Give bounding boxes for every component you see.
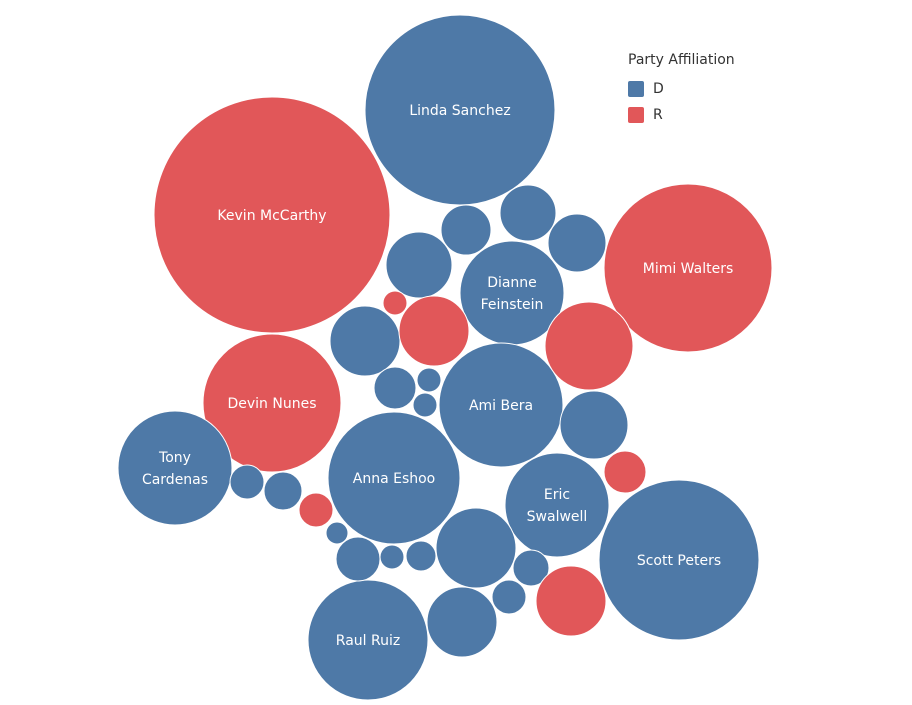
bubble-label-devin-nunes: Devin Nunes (227, 396, 316, 412)
legend-swatch-r (628, 107, 644, 123)
bubble-unlabeled-17[interactable] (398, 295, 470, 367)
bubble-unlabeled-14[interactable] (385, 231, 453, 299)
bubble-unlabeled-26[interactable] (298, 492, 334, 528)
bubble-label-ami-bera: Ami Bera (469, 398, 533, 414)
bubble-label-kevin-mccarthy: Kevin McCarthy (217, 208, 326, 224)
bubble-unlabeled-11[interactable] (440, 204, 492, 256)
legend-title: Party Affiliation (628, 52, 735, 68)
bubble-unlabeled-33[interactable] (491, 579, 527, 615)
bubble-unlabeled-34[interactable] (426, 586, 498, 658)
bubble-tony-cardenas[interactable] (117, 410, 233, 526)
bubble-unlabeled-16[interactable] (329, 305, 401, 377)
bubble-eric-swalwell[interactable] (504, 452, 610, 558)
bubble-unlabeled-35[interactable] (535, 565, 607, 637)
bubble-label-anna-eshoo: Anna Eshoo (353, 471, 436, 487)
bubble-unlabeled-30[interactable] (405, 540, 437, 572)
bubble-scott-peters[interactable] (598, 479, 760, 641)
bubble-unlabeled-13[interactable] (547, 213, 607, 273)
bubble-label-eric-swalwell: Eric Swalwell (527, 487, 588, 525)
legend-label-r: R (653, 107, 663, 123)
bubble-unlabeled-29[interactable] (379, 544, 405, 570)
bubble-unlabeled-28[interactable] (335, 536, 381, 582)
bubble-unlabeled-27[interactable] (325, 521, 349, 545)
bubble-unlabeled-23[interactable] (603, 450, 647, 494)
bubble-unlabeled-15[interactable] (382, 290, 408, 316)
bubble-label-linda-sanchez: Linda Sanchez (409, 103, 510, 119)
bubble-unlabeled-19[interactable] (373, 366, 417, 410)
bubble-raul-ruiz[interactable] (307, 579, 429, 701)
bubble-devin-nunes[interactable] (202, 333, 342, 473)
bubble-unlabeled-25[interactable] (263, 471, 303, 511)
legend-item-d[interactable]: D (628, 76, 735, 102)
legend-item-r[interactable]: R (628, 102, 735, 128)
bubble-unlabeled-18[interactable] (544, 301, 634, 391)
bubble-kevin-mccarthy[interactable] (153, 96, 391, 334)
bubble-mimi-walters[interactable] (603, 183, 773, 353)
bubble-unlabeled-31[interactable] (435, 507, 517, 589)
bubble-unlabeled-22[interactable] (559, 390, 629, 460)
bubble-unlabeled-21[interactable] (412, 392, 438, 418)
legend-swatch-d (628, 81, 644, 97)
legend: Party Affiliation D R (628, 52, 735, 128)
bubble-unlabeled-24[interactable] (229, 464, 265, 500)
bubble-linda-sanchez[interactable] (364, 14, 556, 206)
bubble-label-scott-peters: Scott Peters (637, 553, 721, 569)
bubble-label-mimi-walters: Mimi Walters (643, 261, 734, 277)
bubble-unlabeled-32[interactable] (512, 549, 550, 587)
bubble-label-dianne-feinstein: Dianne Feinstein (481, 275, 544, 313)
bubble-anna-eshoo[interactable] (327, 411, 461, 545)
bubble-unlabeled-12[interactable] (499, 184, 557, 242)
bubble-ami-bera[interactable] (438, 342, 564, 468)
bubble-unlabeled-20[interactable] (416, 367, 442, 393)
bubble-label-tony-cardenas: Tony Cardenas (142, 450, 208, 488)
bubble-label-raul-ruiz: Raul Ruiz (336, 633, 400, 649)
legend-label-d: D (653, 81, 664, 97)
